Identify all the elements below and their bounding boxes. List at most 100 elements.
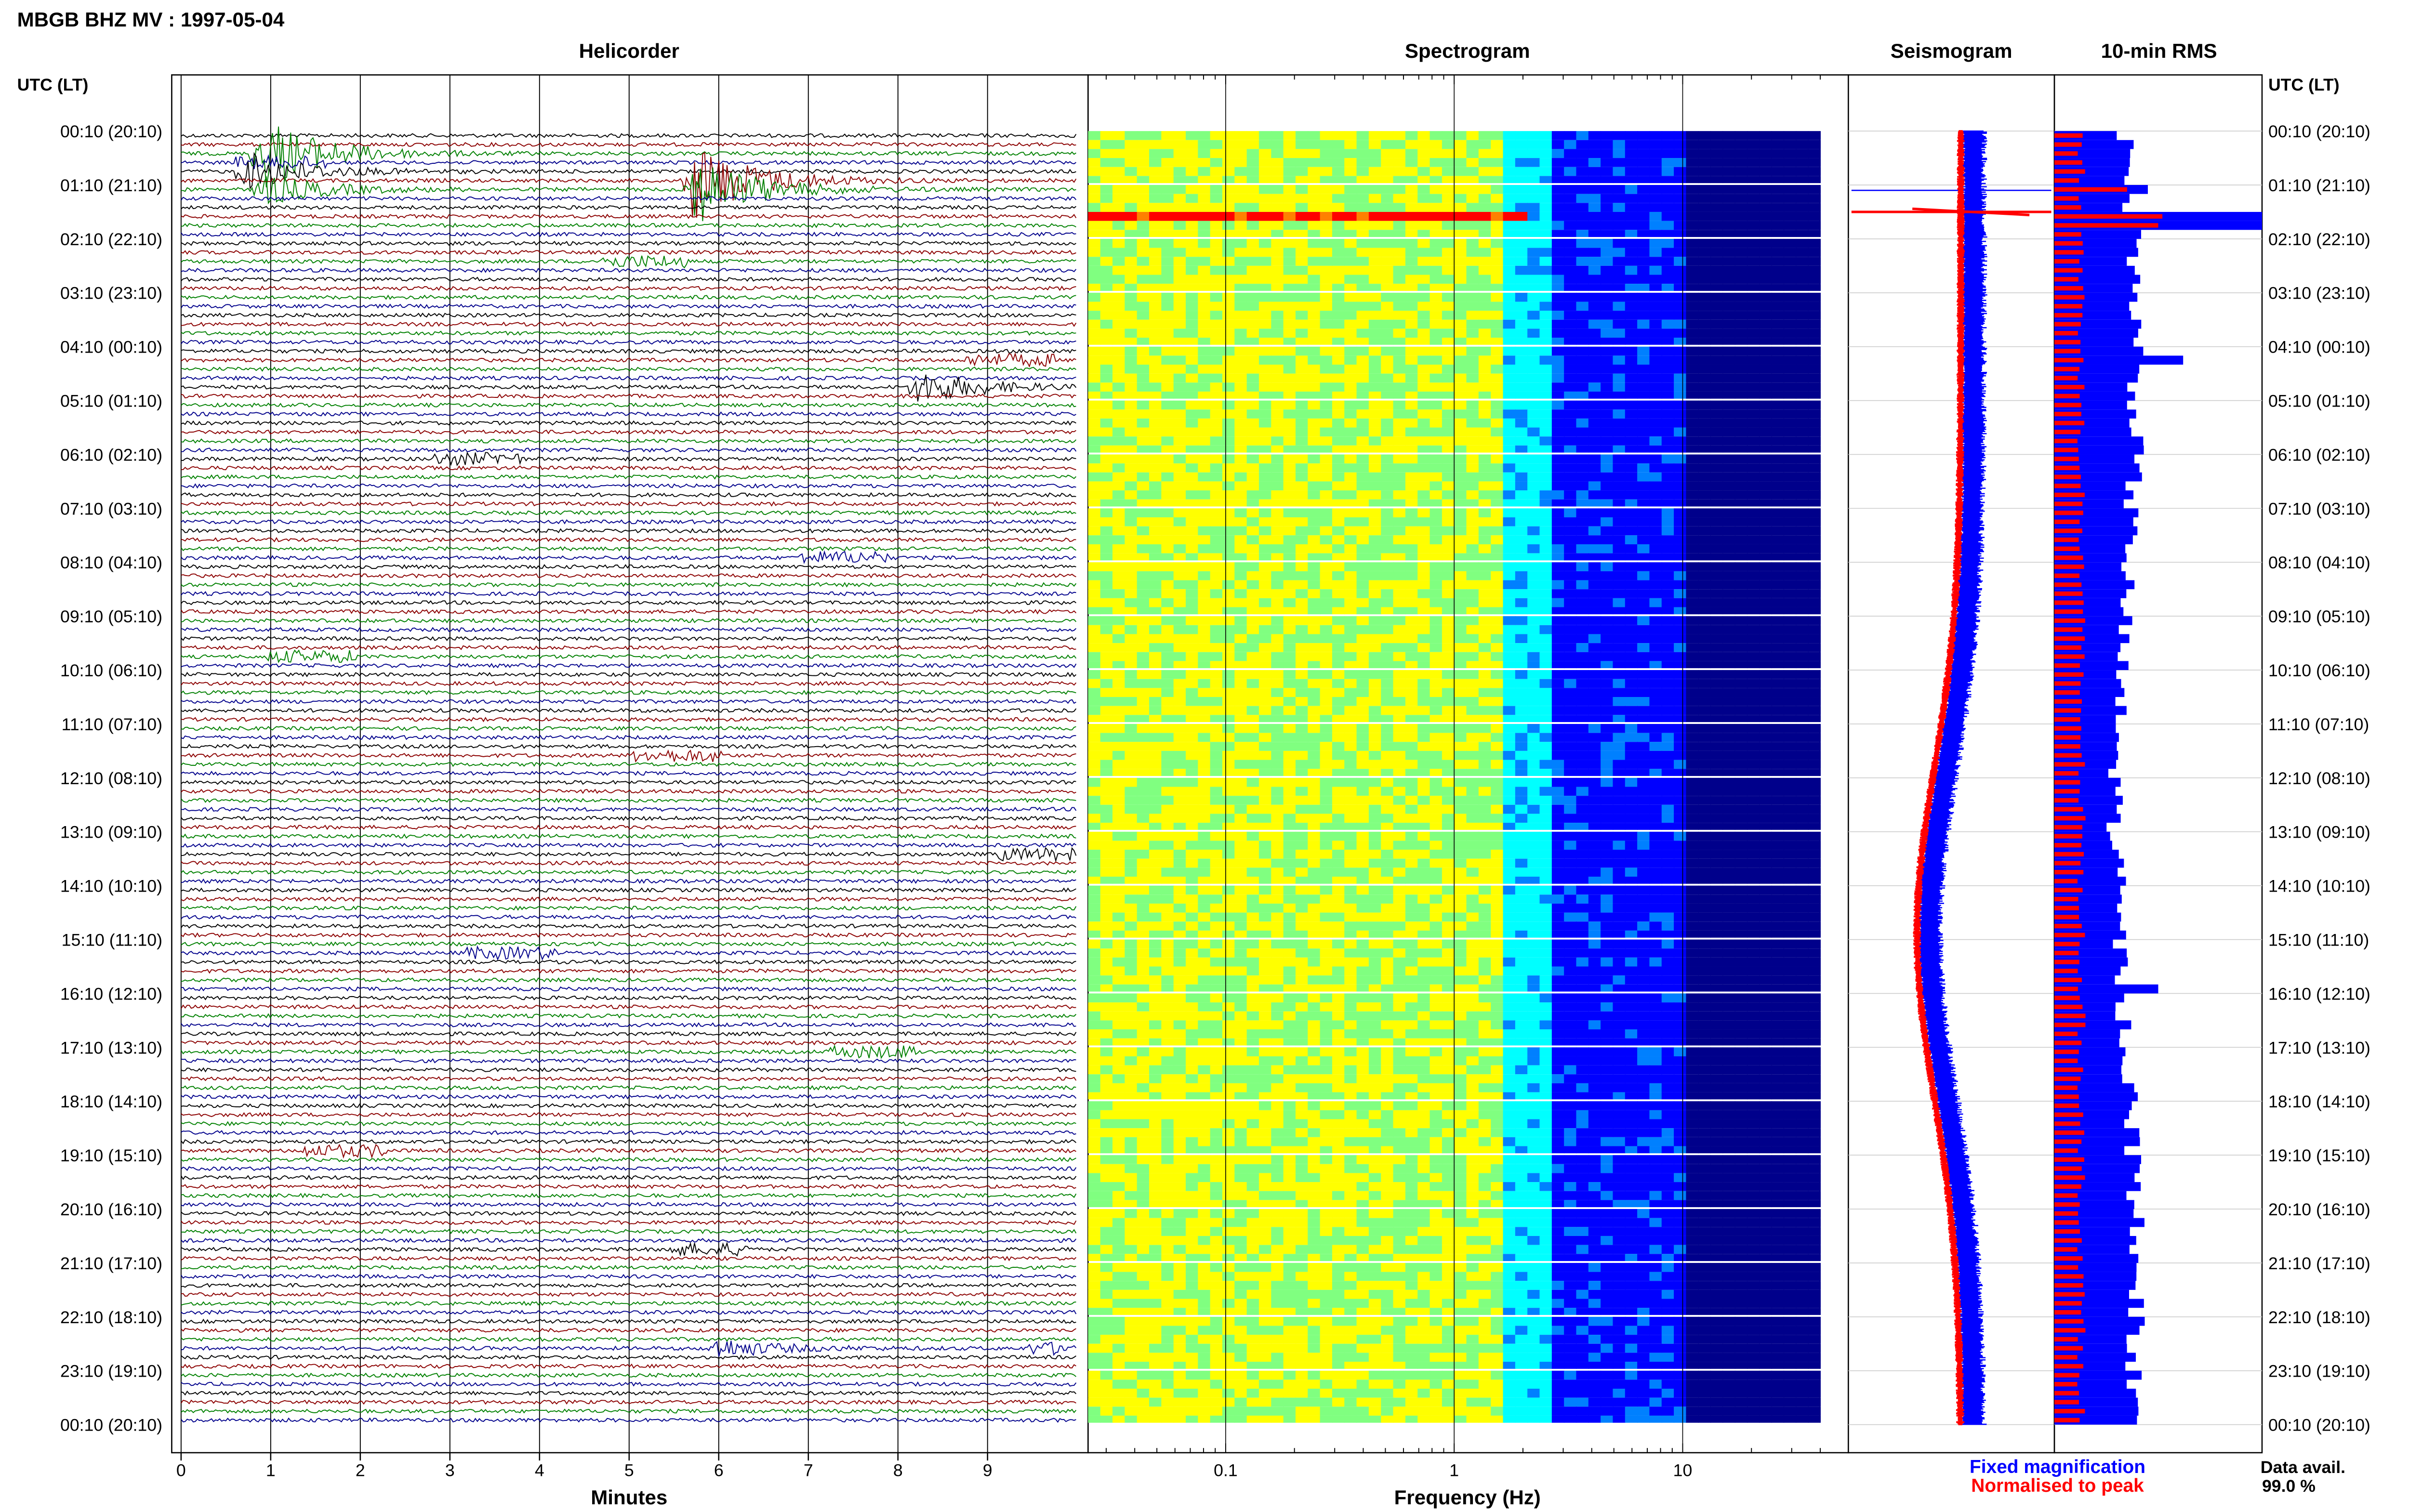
spectrogram-cell (1320, 427, 1333, 437)
spectrogram-cell (1381, 679, 1394, 688)
spectrogram-cell (1722, 481, 1735, 491)
spectrogram-cell (1478, 373, 1492, 383)
spectrogram-cell (1784, 265, 1797, 275)
spectrogram-cell (1222, 688, 1235, 697)
spectrogram-cell (1137, 248, 1150, 257)
spectrogram-cell (1515, 427, 1528, 437)
spectrogram-cell (1625, 211, 1638, 221)
spectrogram-cell (1539, 391, 1552, 399)
spectrogram-cell (1576, 355, 1589, 365)
spectrogram-cell (1344, 706, 1357, 715)
spectrogram-cell (1710, 508, 1723, 518)
spectrogram-cell (1186, 140, 1199, 149)
spectrogram-cell (1515, 257, 1528, 266)
spectrogram-cell (1734, 176, 1748, 184)
spectrogram-cell (1759, 230, 1772, 237)
spectrogram-cell (1637, 643, 1650, 652)
spectrogram-cell (1539, 562, 1552, 571)
helicorder-trace (181, 366, 1077, 372)
spectrogram-cell (1466, 804, 1479, 814)
spectrogram-cell (1271, 823, 1284, 830)
time-label-left: 02:10 (22:10) (60, 230, 162, 249)
spectrogram-cell (1454, 697, 1467, 706)
spectrogram-cell (1466, 230, 1479, 237)
spectrogram-cell (1173, 841, 1186, 850)
spectrogram-cell (1271, 634, 1284, 644)
spectrogram-cell (1381, 382, 1394, 392)
spectrogram-cell (1539, 733, 1552, 742)
spectrogram-cell (1149, 445, 1162, 453)
spectrogram-cell (1771, 688, 1785, 697)
spectrogram-cell (1198, 804, 1211, 814)
spectrogram-cell (1198, 158, 1211, 167)
spectrogram-cell (1320, 688, 1333, 697)
spectrogram-cell (1137, 158, 1150, 167)
helicorder-trace (181, 276, 1076, 282)
spectrogram-cell (1100, 769, 1113, 776)
spectrogram-cell (1551, 373, 1565, 383)
spectrogram-cell (1112, 454, 1125, 464)
spectrogram-cell (1808, 427, 1821, 437)
spectrogram-cell (1344, 589, 1357, 598)
spectrogram-cell (1125, 355, 1138, 365)
spectrogram-cell (1308, 571, 1321, 580)
spectrogram-cell (1576, 670, 1589, 679)
spectrogram-cell (1417, 652, 1430, 661)
spectrogram-cell (1112, 257, 1125, 266)
spectrogram-cell (1686, 831, 1699, 841)
spectrogram-cell (1149, 346, 1162, 356)
spectrogram-cell (1125, 329, 1138, 338)
spectrogram-cell (1674, 679, 1687, 688)
spectrogram-cell (1601, 221, 1614, 230)
spectrogram-cell (1478, 823, 1492, 830)
spectrogram-cell (1576, 248, 1589, 257)
spectrogram-cell (1283, 445, 1296, 453)
spectrogram-cell (1149, 140, 1162, 149)
spectrogram-cell (1430, 814, 1443, 823)
spectrogram-cell (1625, 409, 1638, 419)
spectrogram-cell (1368, 661, 1382, 669)
spectrogram-cell (1625, 831, 1638, 841)
spectrogram-cell (1246, 382, 1259, 392)
spectrogram-cell (1564, 176, 1577, 184)
spectrogram-cell (1747, 715, 1760, 723)
spectrogram-cell (1332, 499, 1345, 507)
spectrogram-cell (1551, 319, 1565, 329)
spectrogram-cell (1125, 158, 1138, 167)
spectrogram-cell (1210, 841, 1223, 850)
spectrogram-cell (1149, 275, 1162, 284)
spectrogram-cell (1503, 275, 1516, 284)
spectrogram-cell (1161, 670, 1174, 679)
spectrogram-cell (1539, 140, 1552, 149)
spectrogram-cell (1405, 194, 1418, 203)
spectrogram-cell (1771, 796, 1785, 805)
spectrogram-cell (1344, 338, 1357, 345)
spectrogram-cell (1295, 625, 1309, 634)
spectrogram-cell (1478, 706, 1492, 715)
spectrogram-cell (1527, 661, 1540, 669)
spectrogram-cell (1430, 598, 1443, 607)
spectrogram-cell (1271, 176, 1284, 184)
spectrogram-cell (1698, 706, 1711, 715)
spectrogram-cell (1344, 481, 1357, 491)
spectrogram-cell (1430, 185, 1443, 194)
spectrogram-cell (1295, 481, 1309, 491)
spectrogram-cell (1088, 176, 1101, 184)
spectrogram-cell (1198, 427, 1211, 437)
spectrogram-cell (1808, 292, 1821, 302)
helicorder-trace (181, 1183, 1076, 1190)
spectrogram-cell (1271, 238, 1284, 248)
spectrogram-cell (1503, 185, 1516, 194)
spectrogram-cell (1564, 463, 1577, 473)
spectrogram-cell (1759, 382, 1772, 392)
spectrogram-cell (1661, 329, 1675, 338)
spectrogram-cell (1564, 364, 1577, 374)
spectrogram-cell (1466, 634, 1479, 644)
spectrogram-cell (1771, 643, 1785, 652)
spectrogram-cell (1613, 302, 1626, 311)
spectrogram-cell (1283, 804, 1296, 814)
spectrogram-cell (1759, 553, 1772, 561)
spectrogram-cell (1368, 149, 1382, 158)
spectrogram-cell (1125, 571, 1138, 580)
helicorder-trace (181, 1301, 1076, 1306)
